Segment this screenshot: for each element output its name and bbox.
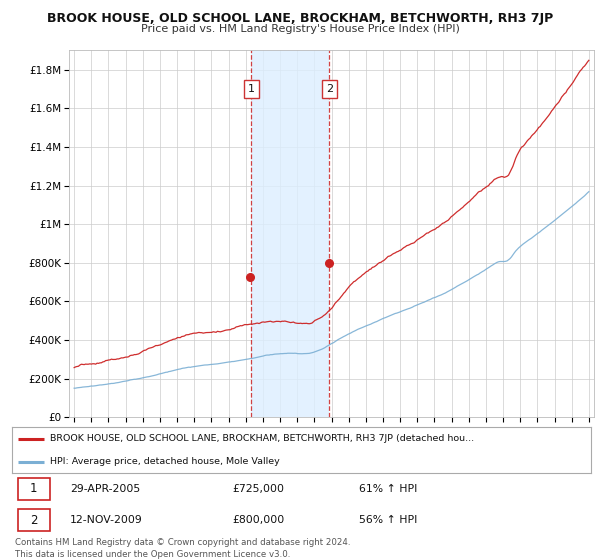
FancyBboxPatch shape (18, 509, 50, 531)
Text: BROOK HOUSE, OLD SCHOOL LANE, BROCKHAM, BETCHWORTH, RH3 7JP (detached hou...: BROOK HOUSE, OLD SCHOOL LANE, BROCKHAM, … (50, 434, 474, 444)
Text: 1: 1 (30, 482, 37, 496)
Text: 2: 2 (30, 514, 37, 526)
Text: HPI: Average price, detached house, Mole Valley: HPI: Average price, detached house, Mole… (50, 457, 280, 466)
Text: Price paid vs. HM Land Registry's House Price Index (HPI): Price paid vs. HM Land Registry's House … (140, 24, 460, 34)
Text: 56% ↑ HPI: 56% ↑ HPI (359, 515, 418, 525)
Text: 1: 1 (248, 84, 255, 94)
Text: £725,000: £725,000 (232, 484, 284, 494)
Text: 2: 2 (326, 84, 333, 94)
Text: BROOK HOUSE, OLD SCHOOL LANE, BROCKHAM, BETCHWORTH, RH3 7JP: BROOK HOUSE, OLD SCHOOL LANE, BROCKHAM, … (47, 12, 553, 25)
Text: 12-NOV-2009: 12-NOV-2009 (70, 515, 143, 525)
Text: 61% ↑ HPI: 61% ↑ HPI (359, 484, 418, 494)
FancyBboxPatch shape (18, 478, 50, 500)
Text: Contains HM Land Registry data © Crown copyright and database right 2024.
This d: Contains HM Land Registry data © Crown c… (15, 538, 350, 559)
Bar (251, 50, 329, 417)
Text: £800,000: £800,000 (232, 515, 284, 525)
Text: 29-APR-2005: 29-APR-2005 (70, 484, 140, 494)
